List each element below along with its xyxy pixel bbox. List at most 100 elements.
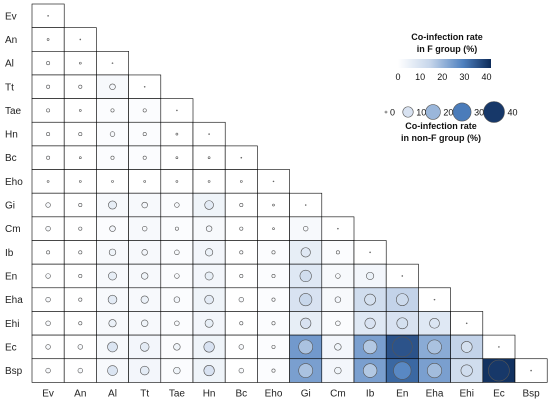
bubble-Ib-Gi [300,247,311,258]
bubble-En-Tae [174,273,180,279]
bubble-Ec-Gi [298,339,314,355]
bubble-Eho-Ev [46,180,50,183]
bubble-Eho-Tt [143,180,146,183]
bubble-Al-Ev [46,61,51,66]
bubble-Eho-Hn [207,180,211,183]
bubble-Eho-Bc [240,180,243,183]
column-label-Gi: Gi [301,388,311,399]
column-label-Tt: Tt [140,388,149,399]
bubble-Tae-Tt [142,108,147,113]
bubble-Eha-Tae [173,296,181,303]
size-legend: 0 10 20 30 40 Co-infection rate in non-F gro… [384,101,518,143]
diagonal-dot-Bsp [530,369,532,372]
bubble-Ehi-Eha [429,317,440,329]
bubble-Ehi-Hn [204,318,214,328]
bubble-Bsp-Tae [173,366,181,375]
row-label-Bsp: Bsp [5,366,23,377]
bubble-Gi-Hn [204,200,214,210]
bubble-Bsp-Al [107,365,118,376]
column-label-Eha: Eha [426,388,444,399]
column-label-Cm: Cm [330,388,346,399]
diagonal-dot-Eho [272,180,275,183]
row-label-Eha: Eha [5,295,23,306]
bubble-Ehi-Eho [271,321,276,326]
size-legend-label-0: 0 [390,108,395,118]
size-legend-bubble-0 [384,110,388,114]
bubble-Ib-Tt [141,249,148,256]
bubble-Tae-Al [110,108,115,113]
color-legend-title-line2: in F group (%) [417,44,478,54]
column-label-Tae: Tae [169,388,186,399]
bubble-Ehi-Gi [300,317,312,329]
size-legend-title-line1: Co-infection rate [405,121,477,131]
bubble-Ec-Bc [238,344,244,350]
bubble-Cm-Tae [174,226,179,231]
row-label-Bc: Bc [5,153,17,164]
bubble-Ec-An [77,344,83,350]
bubble-Eha-Eho [271,297,276,302]
row-labels: Ev An Al Tt Tae Hn Bc Eho Gi Cm Ib En Eha Ehi Ec Bsp [5,11,23,377]
bubble-Gi-Al [108,200,117,210]
row-label-Ib: Ib [5,248,14,259]
bubble-Ec-Ib [362,339,378,355]
row-label-Eho: Eho [5,177,23,188]
bubble-Cm-Bc [239,226,244,231]
bubble-En-Ev [45,273,51,279]
diagonal-dot-Ec [498,346,500,348]
bubble-Bc-Tt [142,155,147,160]
bubble-En-Ib [366,271,375,280]
bubble-Ib-Eho [271,250,276,255]
bubble-Gi-Tae [174,202,180,208]
bubble-Eho-Tae [175,180,179,183]
diagonal-dot-Eha [433,298,436,301]
size-legend-label-30: 30 [474,108,484,118]
size-legend-label-40: 40 [508,108,518,118]
bubble-Bsp-Bc [238,367,244,374]
bubble-Bsp-Ehi [460,364,473,377]
bubble-Tae-An [79,109,82,112]
bubble-Ib-Hn [205,248,214,257]
bubble-Ehi-Tt [141,319,149,327]
diagonal-dot-Hn [208,133,210,135]
bubble-En-Hn [204,271,214,281]
diagonal-dot-Ev [47,15,49,17]
color-legend-tick-20: 20 [437,72,447,82]
column-label-Ev: Ev [42,388,54,399]
row-label-Ec: Ec [5,342,17,353]
size-legend-bubble-20 [425,104,441,120]
bubble-An-Ev [46,38,50,41]
color-legend-tick-40: 40 [482,72,492,82]
bubble-Eha-Hn [204,294,214,305]
bubble-Bc-Hn [207,156,211,160]
bubble-Eha-Bc [238,296,244,303]
color-legend-tick-10: 10 [415,72,425,82]
column-label-Ec: Ec [493,388,505,399]
size-legend-label-20: 20 [443,108,453,118]
size-legend-title-line2: in non-F group (%) [401,133,481,143]
size-legend-bubble-40 [483,101,505,123]
diagonal-dot-En [401,275,404,277]
bubble-Bsp-Ec [488,359,510,382]
bubble-Ec-Tt [140,342,150,352]
bubble-Ec-Cm [334,343,342,351]
bubble-Ib-Bc [239,250,244,255]
bubble-Ehi-Ib [364,317,376,329]
bubble-Ehi-Cm [335,320,341,326]
bubble-Eha-Al [107,294,118,305]
column-label-An: An [74,388,86,399]
diagonal-dot-Ib [369,251,371,254]
bubble-Eha-Cm [334,296,342,303]
row-label-Ehi: Ehi [5,319,19,330]
bubble-Bsp-Eho [271,368,276,373]
column-label-Bsp: Bsp [522,388,540,399]
bubble-Ec-Eho [271,344,276,349]
row-label-Cm: Cm [5,224,21,235]
bubble-Tt-Al [109,83,116,90]
color-legend-bar [398,59,491,68]
bubble-Ec-Ehi [460,341,473,353]
bubble-Ib-Ev [46,250,51,255]
bubble-Eho-An [79,180,82,183]
bubble-Bsp-Hn [203,365,215,377]
column-label-Al: Al [108,388,117,399]
color-legend-title-line1: Co-infection rate [411,32,483,42]
